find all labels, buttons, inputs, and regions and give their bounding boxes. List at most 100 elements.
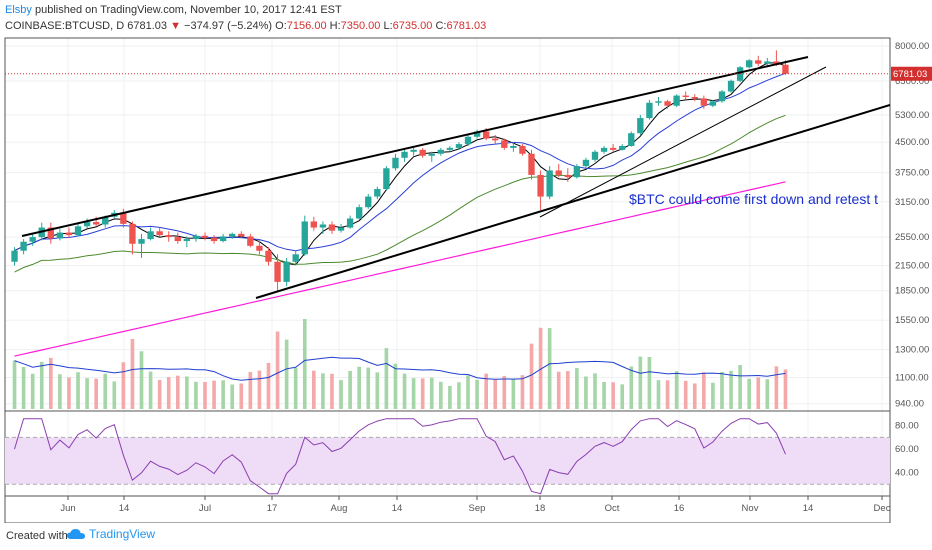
- candle-body: [274, 261, 281, 282]
- volume-bar: [665, 380, 670, 409]
- low-value: 6735.00: [392, 20, 433, 32]
- volume-bar: [76, 372, 80, 409]
- volume-bar: [783, 369, 788, 409]
- price-tick-label: 3150.00: [895, 197, 929, 208]
- candle-body: [147, 231, 154, 240]
- price-tick-label: 940.00: [895, 399, 924, 410]
- last-price: 6781.03: [127, 20, 168, 32]
- candle-body: [365, 196, 372, 208]
- volume-bar: [148, 371, 153, 409]
- volume-bar: [484, 373, 488, 409]
- candle-body: [92, 222, 100, 225]
- candle-body: [591, 151, 599, 160]
- candle-body: [201, 235, 209, 238]
- moving-averages: [14, 62, 786, 357]
- volume-bar: [67, 377, 71, 409]
- candle-body: [501, 140, 508, 148]
- chart-area[interactable]: $BTC could come first down and retest t …: [0, 36, 932, 523]
- candle-body: [755, 60, 762, 64]
- candle-body: [446, 147, 454, 150]
- channel-upper-line[interactable]: [21, 56, 809, 237]
- candle-body: [337, 227, 345, 231]
- volume-bar: [230, 384, 235, 409]
- candle-body: [292, 254, 299, 262]
- time-tick-label: 18: [535, 503, 546, 514]
- open-label: O:: [275, 20, 287, 32]
- volume-bar: [58, 374, 62, 409]
- candle-body: [374, 189, 381, 197]
- candle-body: [328, 224, 336, 231]
- open-value: 7156.00: [286, 20, 327, 32]
- candle-body: [265, 250, 272, 262]
- tradingview-logo[interactable]: TradingView: [66, 527, 155, 541]
- rsi-pane: [5, 418, 890, 495]
- candle-body: [120, 212, 127, 224]
- trendlines[interactable]: [21, 56, 891, 299]
- volume-bar: [692, 383, 697, 409]
- symbol-label[interactable]: COINBASE:BTCUSD, D: [5, 20, 125, 32]
- candle-body: [428, 153, 435, 156]
- volume-bar: [584, 376, 588, 409]
- candle-body: [619, 145, 626, 150]
- candle-body: [691, 96, 698, 99]
- volume-bar: [321, 373, 325, 409]
- candle-body: [537, 174, 544, 197]
- candle-body: [56, 232, 64, 239]
- support-trendline[interactable]: [539, 66, 827, 218]
- volume-bar: [157, 380, 162, 409]
- candle-body: [319, 224, 327, 228]
- volume-bar: [49, 357, 53, 409]
- ma-slow-line: [14, 114, 786, 273]
- volume-bar: [556, 371, 561, 409]
- candle-body: [356, 207, 363, 219]
- publish-info: Elsby published on TradingView.com, Nove…: [5, 4, 342, 16]
- candle-body: [20, 241, 27, 251]
- volume-bar: [457, 382, 461, 409]
- candle-body: [600, 147, 608, 152]
- candle-body: [555, 170, 562, 175]
- time-tick-label: Oct: [605, 503, 620, 514]
- candle-body: [102, 216, 109, 225]
- candle-body: [637, 118, 644, 134]
- volume-bar: [765, 379, 770, 409]
- candle-body: [646, 102, 653, 119]
- candle-body: [229, 233, 236, 237]
- volume-bar: [112, 381, 117, 409]
- candle-body: [65, 232, 73, 236]
- volume-bar: [293, 367, 298, 409]
- chart-frame: [4, 37, 891, 523]
- candle-body: [192, 235, 200, 240]
- publisher-name[interactable]: Elsby: [5, 4, 32, 16]
- volume-bar: [239, 383, 244, 409]
- volume-bar: [647, 357, 652, 409]
- volume-bar: [738, 365, 742, 409]
- candle-body: [464, 136, 472, 145]
- ma-mid-line: [14, 72, 786, 252]
- chart-annotation[interactable]: $BTC could come first down and retest t: [629, 191, 878, 207]
- price-tick-label: 5300.00: [895, 110, 929, 121]
- rsi-tick-label: 60.00: [895, 444, 919, 455]
- price-tick-label: 3750.00: [895, 168, 929, 179]
- volume-bar: [30, 373, 35, 409]
- candle-body: [455, 144, 463, 148]
- candle-body: [709, 101, 717, 106]
- channel-lower-line[interactable]: [255, 104, 891, 299]
- volume-bar: [729, 370, 733, 409]
- volume-bar: [39, 361, 44, 409]
- time-tick-label: Jul: [199, 503, 211, 514]
- volume-bar: [393, 363, 398, 409]
- price-tick-label: 6500.00: [895, 76, 929, 87]
- price-change: −374.97 (−5.24%): [184, 20, 273, 32]
- candle-body: [410, 149, 417, 152]
- volume-bar: [94, 378, 98, 409]
- time-tick-label: 14: [392, 503, 403, 514]
- candle-body: [437, 149, 444, 154]
- last-price-badge: [891, 66, 932, 81]
- candle-body: [83, 222, 91, 227]
- volume-bar: [674, 371, 679, 409]
- volume-bar: [429, 377, 434, 409]
- volume-bar: [475, 379, 479, 409]
- candle-body: [301, 221, 308, 255]
- volume-ma-line: [14, 356, 786, 381]
- volume-bar: [121, 362, 126, 409]
